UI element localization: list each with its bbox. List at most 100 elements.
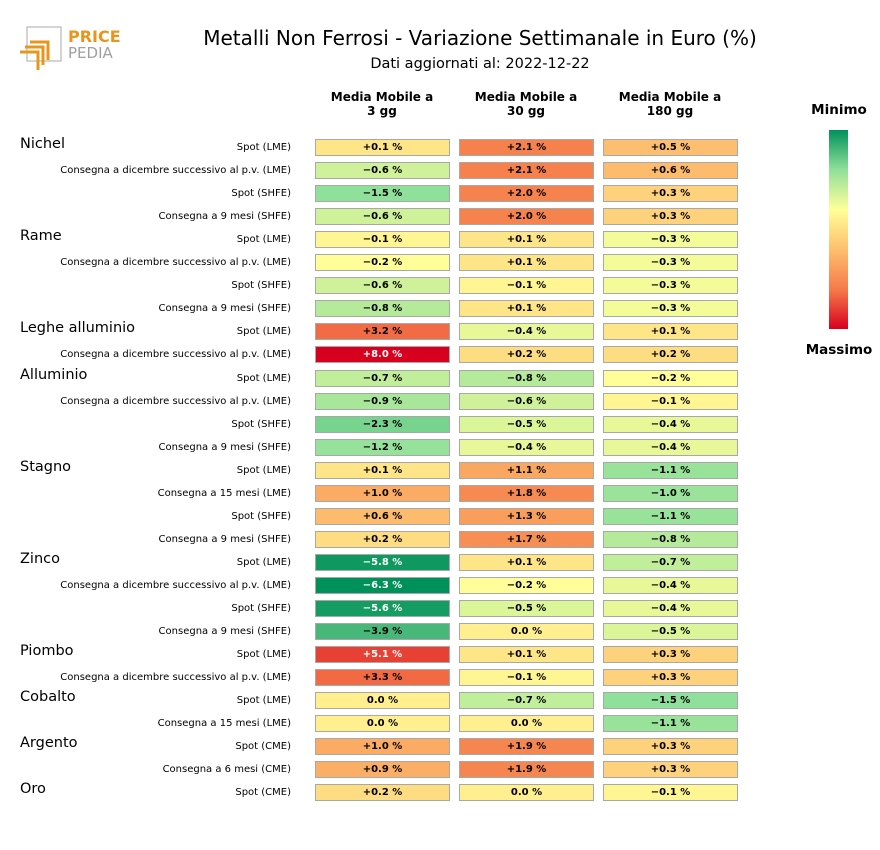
metal-label: Stagno (20, 458, 72, 475)
heatmap-cell: +3.2 % (315, 323, 450, 341)
row-label: Spot (SHFE) (231, 603, 291, 614)
metal-label: Nichel (20, 136, 65, 152)
heatmap-cell: +1.0 % (315, 484, 450, 502)
heatmap-cell: −0.1 % (603, 392, 738, 410)
row-label: Spot (LME) (236, 372, 291, 384)
heatmap-cell: −0.2 % (315, 254, 450, 272)
row-label: Consegna a 9 mesi (SHFE) (158, 303, 291, 315)
row-label: Consegna a dicembre successivo al p.v. (… (60, 395, 291, 407)
heatmap-cell: +1.7 % (459, 530, 594, 548)
heatmap-cell: −0.1 % (459, 277, 594, 295)
heatmap-cell: +8.0 % (315, 346, 450, 364)
heatmap-cell: +0.3 % (603, 208, 738, 226)
chart-title: Metalli Non Ferrosi - Variazione Settima… (203, 26, 757, 50)
heatmap-cell: −0.8 % (603, 530, 738, 548)
heatmap-cell: 0.0 % (315, 692, 450, 710)
heatmap-cell: +0.1 % (459, 300, 594, 318)
heatmap-cell: −0.3 % (603, 300, 738, 318)
heatmap-cell: −1.5 % (603, 692, 738, 710)
row-label: Spot (CME) (235, 787, 291, 799)
heatmap-cell: +2.0 % (459, 208, 594, 226)
row-label: Spot (SHFE) (231, 280, 291, 292)
heatmap-cell: 0.0 % (459, 715, 594, 733)
heatmap-cell: −0.5 % (459, 415, 594, 433)
heatmap-cell: −5.8 % (315, 553, 450, 571)
row-label: Consegna a dicembre successivo al p.v. (… (60, 257, 291, 269)
column-header-3gg: Media Mobile a 3 gg (330, 90, 434, 118)
heatmap-cell: −0.4 % (603, 576, 738, 594)
heatmap-cell: +0.1 % (603, 323, 738, 341)
row-label: Spot (LME) (236, 695, 291, 707)
heatmap-cell: −0.3 % (603, 231, 738, 249)
colorbar (829, 130, 848, 329)
metal-label: Zinco (20, 550, 60, 567)
row-label: Consegna a 9 mesi (SHFE) (158, 441, 291, 453)
heatmap-cell: +3.3 % (315, 669, 450, 687)
heatmap-cell: +2.1 % (459, 139, 594, 156)
metal-label: Alluminio (20, 366, 88, 383)
heatmap-cell: +0.6 % (603, 162, 738, 180)
heatmap-cell: −0.7 % (315, 369, 450, 387)
heatmap-cell: +1.9 % (459, 738, 594, 756)
heatmap-cell: +0.3 % (603, 646, 738, 664)
heatmap-cell: 0.0 % (315, 715, 450, 733)
heatmap-cell: −0.5 % (459, 600, 594, 617)
metal-label: Rame (20, 228, 62, 245)
heatmap-cell: −0.9 % (315, 392, 450, 410)
heatmap-cell: −0.7 % (603, 553, 738, 571)
logo-line2: PEDIA (68, 44, 113, 62)
heatmap-cell: −1.0 % (603, 484, 738, 502)
heatmap-cell: −0.1 % (603, 784, 738, 802)
metal-label: Leghe alluminio (20, 320, 136, 337)
row-label: Spot (LME) (236, 326, 291, 338)
heatmap-cell: +0.1 % (459, 231, 594, 249)
row-label: Consegna a 15 mesi (LME) (157, 487, 291, 499)
heatmap-cell: +0.1 % (459, 646, 594, 664)
heatmap-cell: −0.8 % (315, 300, 450, 318)
metal-label: Cobalto (20, 689, 76, 706)
heatmap-cell: 0.0 % (459, 623, 594, 641)
heatmap-cell: +1.0 % (315, 738, 450, 756)
heatmap-cell: +2.1 % (459, 162, 594, 180)
heatmap-cell: 0.0 % (459, 784, 594, 802)
row-label: Spot (LME) (236, 556, 291, 568)
row-label: Spot (LME) (236, 649, 291, 661)
row-label: Spot (CME) (235, 741, 291, 753)
heatmap-cell: −0.4 % (603, 600, 738, 617)
row-label: Consegna a 6 mesi (CME) (162, 764, 291, 776)
row-label: Consegna a 15 mesi (LME) (157, 718, 291, 730)
heatmap-cell: −1.2 % (315, 438, 450, 456)
heatmap-cell: −0.1 % (459, 669, 594, 687)
heatmap-cell: −0.6 % (459, 392, 594, 410)
row-label: Consegna a 9 mesi (SHFE) (158, 626, 291, 638)
heatmap-cell: +1.3 % (459, 507, 594, 525)
heatmap-cell: +0.1 % (315, 139, 450, 156)
row-label: Consegna a 9 mesi (SHFE) (158, 533, 291, 545)
heatmap-cell: +0.1 % (459, 553, 594, 571)
heatmap-cell: −0.6 % (315, 162, 450, 180)
row-label: Consegna a dicembre successivo al p.v. (… (60, 672, 291, 684)
heatmap-cell: +1.1 % (459, 461, 594, 479)
heatmap-cell: +0.3 % (603, 761, 738, 779)
heatmap-cell: −0.8 % (459, 369, 594, 387)
heatmap-cell: +0.2 % (603, 346, 738, 364)
chart-subtitle: Dati aggiornati al: 2022-12-22 (370, 56, 590, 72)
column-header-30gg: Media Mobile a 30 gg (474, 90, 578, 118)
heatmap-cell: −0.4 % (603, 438, 738, 456)
heatmap-cell: +0.9 % (315, 761, 450, 779)
heatmap-cell: +0.2 % (315, 530, 450, 548)
heatmap-cell: +1.8 % (459, 484, 594, 502)
heatmap-cell: +0.1 % (315, 461, 450, 479)
row-label: Consegna a dicembre successivo al p.v. (… (60, 579, 291, 591)
colorbar-max-label: Massimo (805, 342, 873, 358)
heatmap-cell: −5.6 % (315, 600, 450, 617)
heatmap-cell: −0.5 % (603, 623, 738, 641)
metal-label: Piombo (20, 643, 74, 660)
heatmap-cell: −0.4 % (459, 323, 594, 341)
pricepedia-logo: PRICE PEDIA (20, 26, 121, 70)
heatmap-cell: −0.4 % (459, 438, 594, 456)
heatmap-cell: −0.3 % (603, 254, 738, 272)
heatmap-cell: +1.9 % (459, 761, 594, 779)
heatmap-cell: −2.3 % (315, 415, 450, 433)
row-label: Consegna a dicembre successivo al p.v. (… (60, 165, 291, 177)
